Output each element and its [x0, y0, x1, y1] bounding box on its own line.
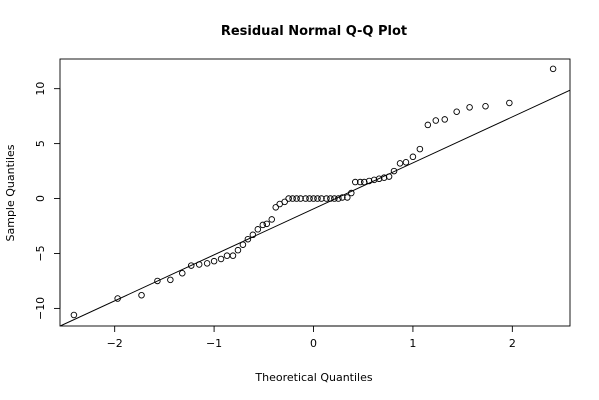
data-point — [365, 177, 373, 185]
data-point — [335, 195, 342, 202]
data-point — [356, 178, 364, 186]
data-point — [390, 167, 398, 175]
x-axis: −2 −1 0 1 2 — [107, 325, 516, 350]
data-point — [370, 176, 378, 184]
data-point — [254, 226, 262, 233]
data-point — [506, 99, 513, 107]
data-point — [203, 260, 211, 267]
data-point — [244, 235, 252, 243]
data-point — [217, 255, 225, 263]
data-point — [239, 241, 247, 248]
y-tick-label: 0 — [34, 195, 47, 202]
data-point — [331, 195, 338, 202]
data-point — [272, 204, 279, 211]
y-axis: −10 −5 0 5 10 — [34, 82, 61, 320]
data-point — [424, 121, 432, 129]
data-point — [297, 195, 304, 202]
x-axis-label: Theoretical Quantiles — [254, 371, 372, 384]
data-point — [281, 198, 288, 206]
data-point — [385, 173, 393, 180]
data-point — [259, 221, 267, 229]
data-point — [402, 159, 410, 166]
data-point — [187, 262, 195, 269]
data-points — [70, 65, 557, 319]
y-tick-label: 5 — [34, 140, 47, 147]
x-tick-label: 2 — [509, 337, 516, 350]
data-point — [432, 117, 440, 124]
data-point — [482, 102, 489, 110]
data-point — [167, 276, 174, 284]
x-tick-label: 1 — [409, 337, 416, 350]
qq-reference-line — [60, 89, 570, 326]
data-point — [263, 220, 271, 228]
x-tick-label: −1 — [206, 337, 222, 350]
data-point — [314, 195, 321, 202]
data-point — [416, 145, 424, 153]
data-point — [285, 195, 292, 202]
data-point — [310, 195, 317, 202]
data-point — [327, 195, 334, 202]
data-point — [154, 277, 161, 285]
data-point — [323, 195, 330, 202]
y-tick-label: −10 — [34, 297, 47, 320]
data-point — [360, 178, 368, 186]
data-point — [293, 195, 300, 202]
data-point — [306, 195, 313, 202]
data-point — [229, 252, 237, 259]
data-point — [179, 270, 186, 277]
y-axis-label: Sample Quantiles — [4, 144, 17, 241]
data-point — [138, 291, 145, 299]
x-tick-label: −2 — [107, 337, 123, 350]
y-tick-label: −5 — [34, 245, 47, 261]
data-point — [302, 195, 309, 202]
data-point — [396, 160, 404, 167]
data-point — [289, 195, 296, 202]
data-point — [549, 65, 557, 73]
data-point — [223, 252, 231, 259]
data-point — [195, 261, 203, 268]
data-point — [268, 216, 276, 223]
chart-title: Residual Normal Q-Q Plot — [221, 24, 407, 39]
data-point — [114, 295, 121, 302]
data-point — [234, 246, 242, 254]
data-point — [375, 175, 383, 183]
data-point — [352, 178, 359, 186]
data-point — [210, 257, 218, 265]
data-point — [380, 174, 388, 181]
data-point — [348, 189, 355, 197]
data-point — [466, 104, 473, 111]
plot-frame — [59, 58, 571, 327]
data-point — [339, 194, 346, 201]
x-tick-label: 0 — [310, 337, 317, 350]
data-point — [70, 311, 78, 319]
data-point — [409, 153, 417, 161]
data-point — [344, 194, 351, 201]
data-point — [318, 195, 325, 202]
y-tick-label: 10 — [34, 82, 47, 96]
data-point — [441, 116, 448, 123]
reference-line-group — [60, 89, 570, 326]
data-point — [453, 108, 460, 115]
data-point — [249, 231, 257, 239]
